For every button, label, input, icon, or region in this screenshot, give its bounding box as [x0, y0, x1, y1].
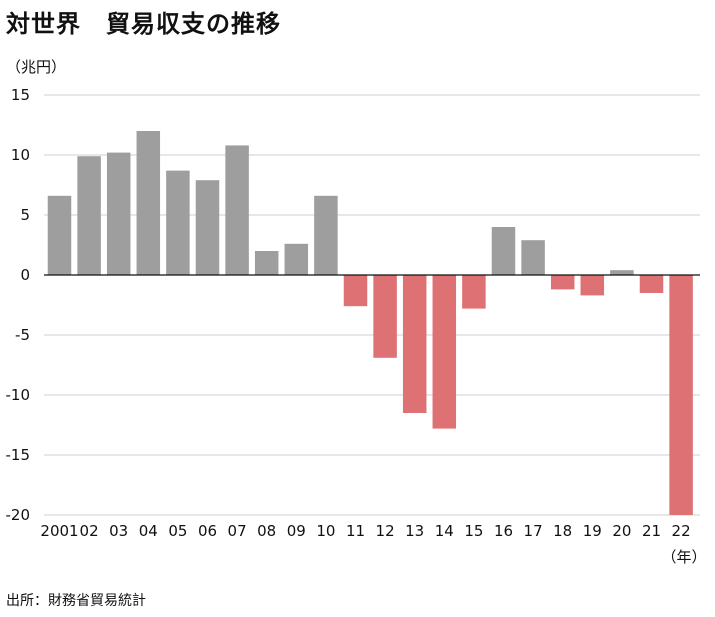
x-axis-unit-label: （年） — [661, 548, 706, 566]
bar-06 — [195, 180, 220, 275]
bar-16 — [491, 227, 516, 275]
x-tick-label: 13 — [405, 522, 424, 540]
x-tick-label: 11 — [346, 522, 365, 540]
grid-layer — [44, 94, 700, 516]
bar-10 — [314, 195, 338, 275]
x-tick-label: 2001 — [40, 522, 78, 540]
y-tick-label: -20 — [6, 506, 31, 524]
x-tick-label: 05 — [168, 522, 187, 540]
bar-08 — [254, 251, 279, 275]
y-tick-label: -15 — [6, 446, 31, 464]
x-tick-label: 20 — [612, 522, 631, 540]
bar-04 — [136, 131, 161, 275]
source-note: 出所：財務省貿易統計 — [6, 593, 146, 609]
bar-14 — [432, 275, 457, 429]
y-tick-label: -10 — [6, 386, 31, 404]
bar-03 — [106, 152, 131, 275]
y-axis-unit-label: （兆円） — [6, 58, 67, 76]
bar-15 — [462, 275, 486, 309]
x-tick-label: 07 — [228, 522, 247, 540]
x-tick-label: 08 — [257, 522, 276, 540]
x-tick-label: 12 — [376, 522, 395, 540]
bar-19 — [580, 275, 605, 296]
x-tick-label: 17 — [524, 522, 543, 540]
y-tick-label: -5 — [15, 326, 30, 344]
x-tick-label: 14 — [435, 522, 454, 540]
x-tick-label: 19 — [583, 522, 602, 540]
x-tick-label: 15 — [464, 522, 483, 540]
bar-22 — [669, 275, 693, 515]
y-tick-label: 15 — [11, 86, 30, 104]
y-tick-layer: 15 10 5 0 -5 -10 -15 -20 — [6, 86, 31, 524]
bar-2001 — [47, 195, 72, 275]
bar-17 — [521, 240, 545, 275]
x-tick-label: 18 — [553, 522, 572, 540]
chart-title: 対世界 貿易収支の推移 — [6, 10, 281, 38]
bar-12 — [373, 275, 397, 358]
x-tick-layer: 2001 02 03 04 05 06 07 08 09 10 11 12 13 14 15 16 17 18 19… — [40, 522, 690, 540]
bar-18 — [550, 275, 575, 290]
x-tick-label: 09 — [287, 522, 306, 540]
bar-05 — [166, 170, 190, 275]
bar-21 — [639, 275, 664, 293]
x-tick-label: 03 — [109, 522, 128, 540]
bar-20 — [610, 270, 634, 275]
y-tick-label: 0 — [20, 266, 30, 284]
x-tick-label: 02 — [80, 522, 99, 540]
bar-02 — [77, 156, 101, 275]
y-tick-label: 5 — [20, 206, 30, 224]
bar-11 — [343, 275, 368, 307]
bar-07 — [225, 145, 249, 275]
x-tick-label: 16 — [494, 522, 513, 540]
bar-layer — [47, 131, 693, 515]
x-tick-label: 10 — [316, 522, 335, 540]
bar-09 — [284, 243, 309, 275]
x-tick-label: 22 — [672, 522, 691, 540]
x-tick-label: 06 — [198, 522, 217, 540]
bar-13 — [402, 275, 427, 413]
y-tick-label: 10 — [11, 146, 30, 164]
x-tick-label: 04 — [139, 522, 158, 540]
x-tick-label: 21 — [642, 522, 661, 540]
